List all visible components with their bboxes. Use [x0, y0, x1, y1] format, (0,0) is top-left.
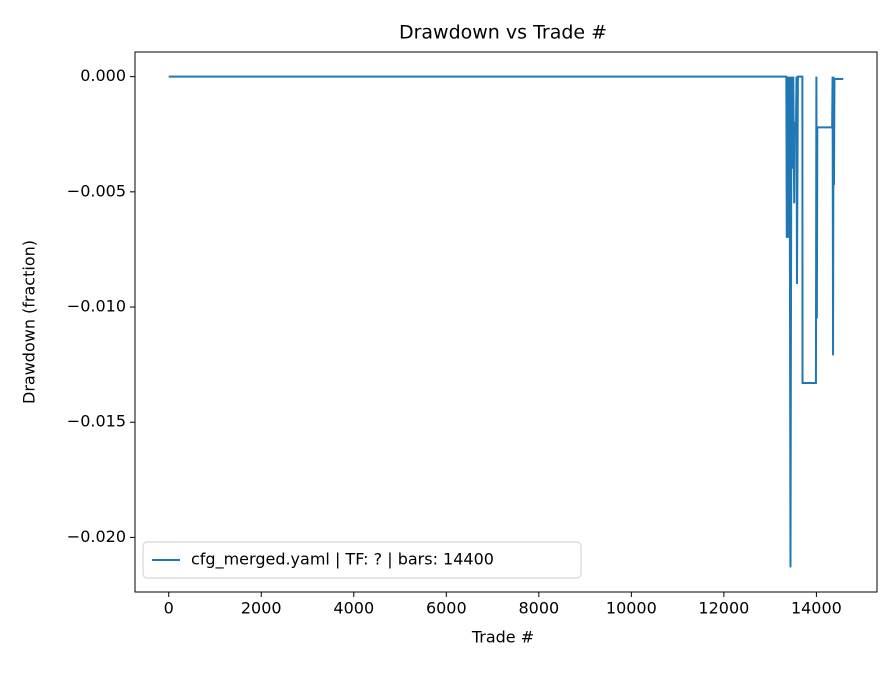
x-axis-label: Trade #	[471, 628, 534, 647]
x-tick-label: 6000	[426, 599, 467, 618]
y-tick-label: 0.000	[80, 66, 126, 85]
plot-frame	[134, 51, 878, 593]
y-axis-label: Drawdown (fraction)	[20, 240, 39, 404]
x-tick-label: 12000	[698, 599, 749, 618]
x-tick-label: 0	[164, 599, 174, 618]
y-tick-label: −0.005	[67, 181, 126, 200]
x-tick-label: 8000	[518, 599, 559, 618]
legend-label: cfg_merged.yaml | TF: ? | bars: 14400	[191, 550, 494, 570]
x-tick-label: 10000	[606, 599, 657, 618]
chart-title: Drawdown vs Trade #	[399, 22, 607, 44]
data-line	[168, 75, 844, 568]
legend-box	[142, 541, 582, 579]
x-tick-label: 4000	[333, 599, 374, 618]
y-tick-label: −0.015	[67, 412, 126, 431]
y-tick-label: −0.010	[67, 297, 126, 316]
x-tick-label: 14000	[791, 599, 842, 618]
y-tick-label: −0.020	[67, 527, 126, 546]
x-tick-label: 2000	[241, 599, 282, 618]
